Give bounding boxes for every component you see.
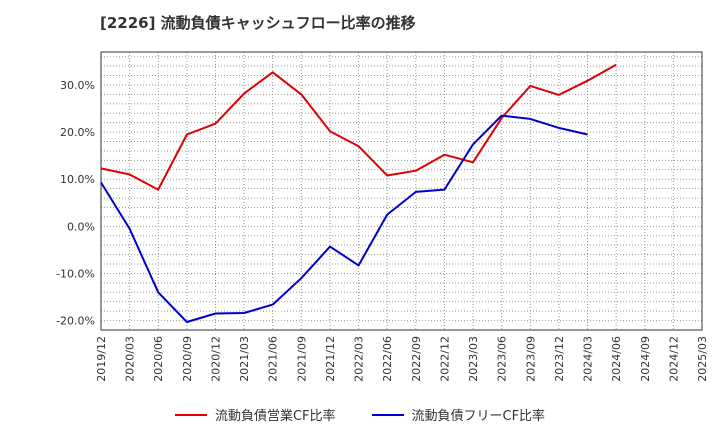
x-tick-label: 2023/12 <box>553 336 566 382</box>
x-tick-label: 2020/12 <box>209 336 222 382</box>
x-tick-label: 2022/03 <box>353 336 366 382</box>
plot-frame <box>100 51 703 331</box>
plot-background <box>101 52 702 330</box>
y-tick-label: -20.0% <box>56 315 95 328</box>
x-tick-label: 2023/09 <box>524 336 537 382</box>
x-tick-label: 2023/03 <box>467 336 480 382</box>
x-tick-label: 2021/06 <box>267 336 280 382</box>
x-tick-label: 2024/12 <box>667 336 680 382</box>
x-tick-label: 2024/06 <box>610 336 623 382</box>
chart-title: [2226] 流動負債キャッシュフロー比率の推移 <box>100 14 416 32</box>
x-tick-label: 2020/09 <box>181 336 194 382</box>
y-tick-label: 20.0% <box>60 126 95 139</box>
x-tick-label: 2024/09 <box>639 336 652 382</box>
x-tick-label: 2025/03 <box>696 336 709 382</box>
x-tick-label: 2022/12 <box>438 336 451 382</box>
legend-swatch-free-cf <box>371 413 404 416</box>
y-tick-label: 0.0% <box>67 220 95 233</box>
x-tick-label: 2019/12 <box>95 336 108 382</box>
x-tick-label: 2023/06 <box>496 336 509 382</box>
x-tick-label: 2022/06 <box>381 336 394 382</box>
legend: 流動負債営業CF比率 流動負債フリーCF比率 <box>0 405 720 424</box>
series-line-free-cf <box>100 114 588 323</box>
series-line-operating-cf <box>100 63 617 191</box>
legend-label-free-cf: 流動負債フリーCF比率 <box>411 409 546 424</box>
y-tick-label: -10.0% <box>56 267 95 280</box>
x-tick-label: 2024/03 <box>582 336 595 382</box>
legend-item-operating-cf: 流動負債営業CF比率 <box>174 405 336 424</box>
x-tick-label: 2021/09 <box>295 336 308 382</box>
y-tick-label: 30.0% <box>60 79 95 92</box>
legend-label-operating-cf: 流動負債営業CF比率 <box>214 409 336 424</box>
x-tick-label: 2021/12 <box>324 336 337 382</box>
x-tick-label: 2022/09 <box>410 336 423 382</box>
x-tick-label: 2020/06 <box>152 336 165 382</box>
legend-item-free-cf: 流動負債フリーCF比率 <box>371 405 546 424</box>
legend-swatch-operating-cf <box>174 413 207 416</box>
x-tick-label: 2021/03 <box>238 336 251 382</box>
x-tick-label: 2020/03 <box>124 336 137 382</box>
y-tick-label: 10.0% <box>60 173 95 186</box>
